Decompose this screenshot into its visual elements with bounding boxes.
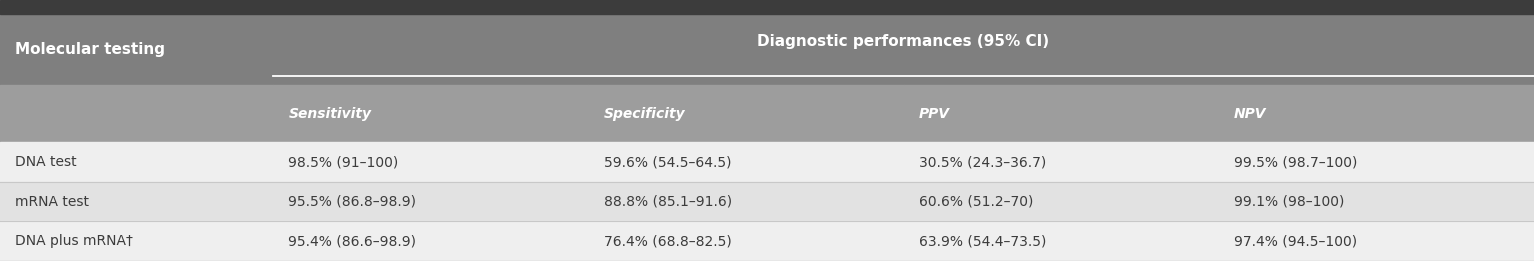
Text: 99.1% (98–100): 99.1% (98–100) bbox=[1233, 195, 1344, 209]
Text: 99.5% (98.7–100): 99.5% (98.7–100) bbox=[1233, 155, 1358, 169]
Bar bbox=[273, 85, 589, 142]
Text: 95.5% (86.8–98.9): 95.5% (86.8–98.9) bbox=[288, 195, 416, 209]
Text: mRNA test: mRNA test bbox=[15, 195, 89, 209]
Bar bbox=[0, 221, 1534, 261]
Bar bbox=[0, 0, 1534, 14]
Text: 95.4% (86.6–98.9): 95.4% (86.6–98.9) bbox=[288, 234, 416, 248]
Text: 60.6% (51.2–70): 60.6% (51.2–70) bbox=[919, 195, 1034, 209]
Bar bbox=[0, 182, 1534, 221]
Text: DNA plus mRNA†: DNA plus mRNA† bbox=[15, 234, 133, 248]
Bar bbox=[0, 14, 273, 85]
Bar bbox=[904, 85, 1218, 142]
Text: 97.4% (94.5–100): 97.4% (94.5–100) bbox=[1233, 234, 1358, 248]
Text: Molecular testing: Molecular testing bbox=[15, 42, 166, 57]
Text: 88.8% (85.1–91.6): 88.8% (85.1–91.6) bbox=[604, 195, 732, 209]
Text: PPV: PPV bbox=[919, 106, 950, 121]
Bar bbox=[0, 142, 1534, 182]
Text: DNA test: DNA test bbox=[15, 155, 77, 169]
Text: 59.6% (54.5–64.5): 59.6% (54.5–64.5) bbox=[604, 155, 732, 169]
Text: Diagnostic performances (95% CI): Diagnostic performances (95% CI) bbox=[758, 34, 1049, 49]
Bar bbox=[1218, 85, 1534, 142]
Text: 63.9% (54.4–73.5): 63.9% (54.4–73.5) bbox=[919, 234, 1046, 248]
Text: Sensitivity: Sensitivity bbox=[288, 106, 371, 121]
Bar bbox=[589, 85, 904, 142]
Bar bbox=[0, 85, 273, 142]
Text: 98.5% (91–100): 98.5% (91–100) bbox=[288, 155, 399, 169]
Text: 76.4% (68.8–82.5): 76.4% (68.8–82.5) bbox=[604, 234, 732, 248]
Text: Specificity: Specificity bbox=[604, 106, 686, 121]
Bar bbox=[273, 14, 1534, 85]
Text: 30.5% (24.3–36.7): 30.5% (24.3–36.7) bbox=[919, 155, 1046, 169]
Text: NPV: NPV bbox=[1233, 106, 1267, 121]
